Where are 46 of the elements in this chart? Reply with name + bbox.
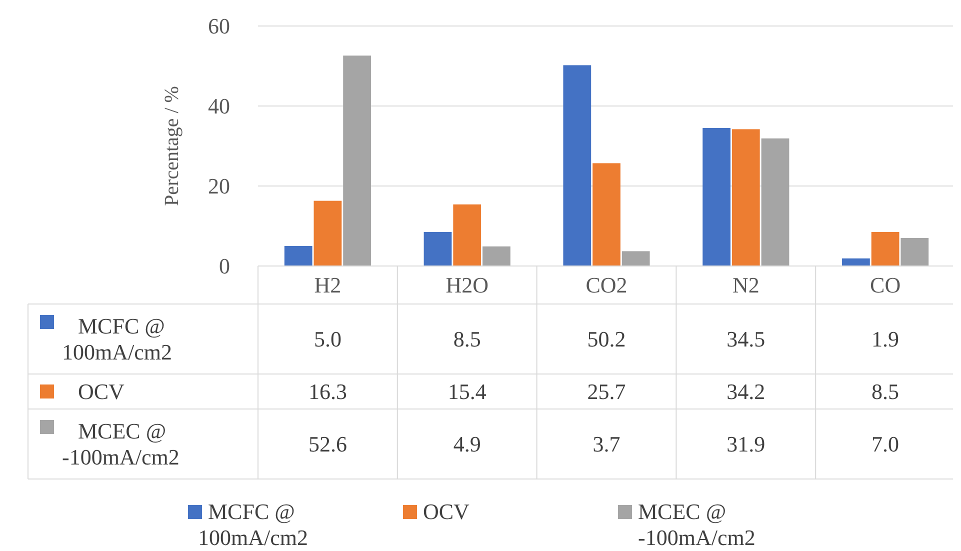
data-label: 8.5 <box>872 379 900 404</box>
text: MCFC @ 100mA/cm2 <box>198 499 308 550</box>
bar <box>622 251 650 266</box>
text: OCV <box>423 499 470 524</box>
data-label: 15.4 <box>448 379 486 404</box>
data-label: 8.5 <box>453 326 481 352</box>
data-label: 52.6 <box>308 432 347 457</box>
bar <box>761 138 790 266</box>
y-tick-label: 0 <box>219 254 230 279</box>
bar <box>900 238 929 266</box>
x-tick-label: CO <box>870 272 901 298</box>
legend-label: MCEC @ -100mA/cm2 <box>62 418 180 470</box>
bar <box>732 129 760 266</box>
data-label: 31.9 <box>726 432 766 457</box>
bar <box>702 128 730 266</box>
data-label: 16.3 <box>308 379 347 404</box>
legend-label: OCV <box>78 379 125 404</box>
data-label: 25.7 <box>587 379 626 404</box>
bar <box>482 246 510 266</box>
bar <box>424 232 452 266</box>
data-label: 3.7 <box>592 432 620 457</box>
data-label: 7.0 <box>872 432 900 457</box>
bar <box>842 258 870 266</box>
data-label: 34.5 <box>726 326 766 352</box>
x-tick-label: H2 <box>314 272 342 298</box>
data-label: 50.2 <box>587 326 626 352</box>
bar <box>563 65 592 266</box>
data-label: 1.9 <box>872 326 900 352</box>
legend-label: MCFC @ 100mA/cm2 <box>62 314 172 365</box>
y-tick-label: 60 <box>208 14 230 39</box>
bar <box>592 163 620 266</box>
bar <box>343 56 371 266</box>
bar <box>284 246 312 266</box>
x-tick-label: CO2 <box>586 272 628 298</box>
data-label: 5.0 <box>314 326 342 352</box>
bar <box>314 200 342 266</box>
bar <box>871 232 900 266</box>
data-label: 4.9 <box>453 432 481 457</box>
y-tick-label: 20 <box>208 174 230 199</box>
text: MCEC @ -100mA/cm2 <box>638 499 756 550</box>
x-tick-label: N2 <box>732 272 760 298</box>
data-label: 34.2 <box>726 379 766 404</box>
x-tick-label: H2O <box>446 272 488 298</box>
bar <box>453 204 482 266</box>
y-tick-label: 40 <box>208 94 230 119</box>
y-axis-title: Percentage / % <box>161 86 183 206</box>
